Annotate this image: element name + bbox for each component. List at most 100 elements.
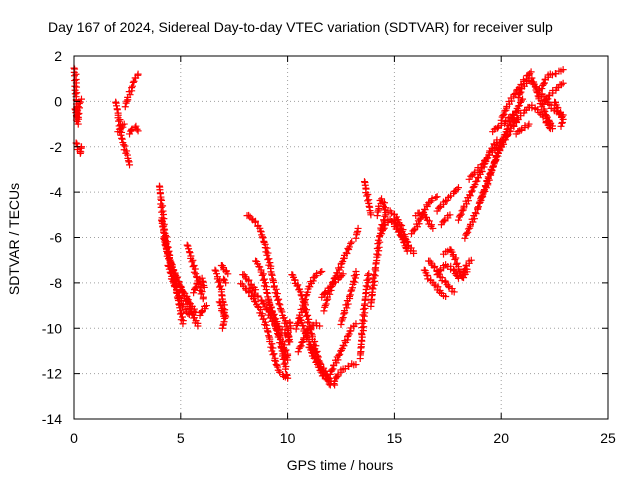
data-point [464,197,472,205]
data-point [381,199,389,207]
x-tick-label: 15 [387,430,403,446]
data-point [326,370,334,378]
data-point [278,308,286,316]
data-point [285,338,293,346]
data-point [120,120,128,128]
data-point [494,123,502,131]
data-point [460,266,468,274]
data-point [74,113,82,121]
data-point [503,117,511,125]
y-tick-label: -8 [50,275,63,291]
data-point [540,107,548,115]
axis-ticks [73,55,609,420]
data-point [217,282,225,290]
data-point [476,198,484,206]
data-point [445,282,453,290]
data-point [326,283,334,291]
y-tick-label: -14 [42,411,62,427]
data-point [245,211,253,219]
data-point [186,249,194,257]
chart-title: Day 167 of 2024, Sidereal Day-to-day VTE… [48,19,553,35]
data-point [218,324,226,332]
data-point [222,313,230,321]
data-point [451,256,459,264]
data-point [173,274,181,282]
data-point [321,289,329,297]
data-point [211,266,219,274]
data-point [416,215,424,223]
data-point [537,97,545,105]
data-point [296,288,304,296]
data-point [134,70,142,78]
data-point [519,95,527,103]
data-point [557,122,565,130]
data-point [500,140,508,148]
data-point [339,270,347,278]
data-point [274,296,282,304]
data-point [352,320,360,328]
data-point [287,324,295,332]
data-point [463,230,471,238]
y-tick-label: -12 [42,366,62,382]
data-point [190,262,198,269]
data-point [559,79,567,87]
data-point [456,211,464,219]
data-point [263,244,271,252]
data-point [517,88,525,96]
data-point [328,366,336,374]
x-tick-label: 20 [493,430,509,446]
data-point [129,78,137,86]
data-point [301,301,309,309]
data-point [347,240,355,248]
data-point [468,187,476,195]
data-point [174,289,182,297]
data-point [294,281,302,289]
data-point [336,350,344,358]
data-point [185,245,193,253]
data-point [515,102,523,110]
data-point [126,161,134,169]
data-point [539,113,547,121]
data-point [248,215,256,223]
data-point [272,285,280,293]
data-point [185,311,193,319]
data-point [489,163,497,171]
data-point [446,211,454,219]
y-axis-title: SDTVAR / TECUs [6,183,22,295]
data-point [442,292,450,300]
data-point [304,311,312,319]
data-point [297,342,305,350]
data-point [188,258,196,266]
data-point [292,325,300,333]
data-point [185,304,193,312]
data-point [284,374,292,382]
data-point [518,125,526,133]
data-point [216,277,224,285]
data-point [321,301,329,309]
data-point [346,291,354,299]
data-point [516,89,524,97]
data-point [559,66,567,74]
data-point [268,340,276,348]
data-point [76,98,84,106]
data-point [329,365,337,373]
x-tick-label: 25 [600,430,616,446]
data-point [322,374,330,382]
data-point [276,301,284,309]
data-point [192,270,200,278]
data-point [364,271,372,279]
data-point [472,210,480,218]
data-point [528,74,536,82]
data-point [334,356,342,364]
data-point [444,247,452,255]
data-point [317,368,325,376]
data-point [352,268,360,276]
data-points [70,64,567,389]
data-point [294,320,302,328]
data-point [532,83,540,91]
data-point [415,220,423,228]
data-point [454,184,462,192]
data-point [190,289,198,297]
data-point [540,100,548,108]
data-point [165,265,173,273]
